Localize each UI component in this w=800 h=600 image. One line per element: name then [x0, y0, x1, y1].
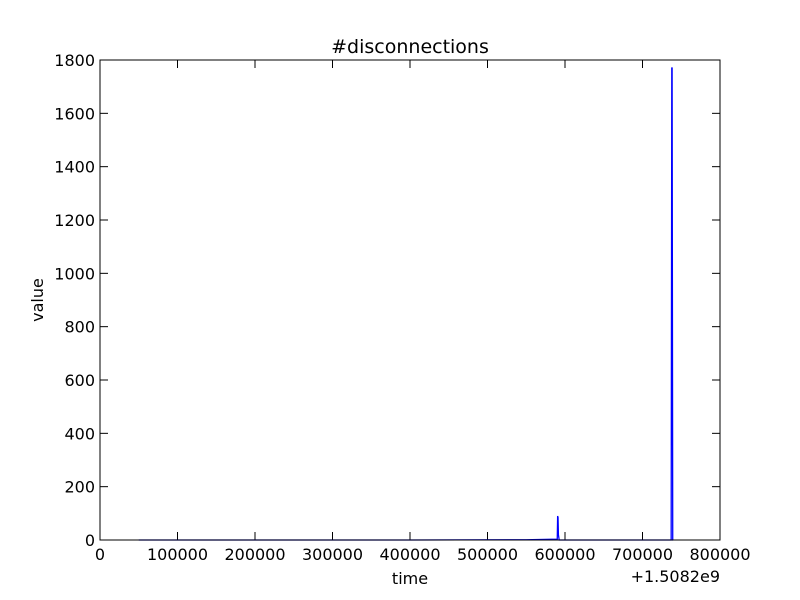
x-axis-label: time: [392, 569, 428, 588]
y-tick-label: 1800: [54, 51, 95, 70]
y-axis-label: value: [28, 278, 47, 322]
x-tick-label: 100000: [147, 545, 208, 564]
plot-frame: [99, 59, 721, 541]
y-tick-label: 600: [64, 371, 95, 390]
y-tick-label: 1200: [54, 211, 95, 230]
chart-title: #disconnections: [331, 36, 489, 58]
y-tick-label: 200: [64, 478, 95, 497]
x-axis-offset-label: +1.5082e9: [631, 567, 720, 586]
x-tick-label: 200000: [224, 545, 285, 564]
y-tick-label: 1000: [54, 264, 95, 283]
y-tick-label: 0: [85, 531, 95, 550]
y-tick-label: 1600: [54, 104, 95, 123]
x-tick-label: 700000: [612, 545, 673, 564]
x-axis-ticks: 0 100000 200000 300000 400000 500000 600000 700…: [95, 60, 751, 564]
x-tick-label: 300000: [302, 545, 363, 564]
x-tick-label: 800000: [689, 545, 750, 564]
x-tick-label: 500000: [457, 545, 518, 564]
y-tick-label: 400: [64, 424, 95, 443]
x-tick-label: 400000: [379, 545, 440, 564]
y-axis-ticks: 0 200 400 600 800 1000 1200 1400 1600 1800: [54, 51, 720, 550]
x-tick-label: 0: [95, 545, 105, 564]
y-tick-label: 800: [64, 318, 95, 337]
x-tick-label: 600000: [534, 545, 595, 564]
y-tick-label: 1400: [54, 158, 95, 177]
